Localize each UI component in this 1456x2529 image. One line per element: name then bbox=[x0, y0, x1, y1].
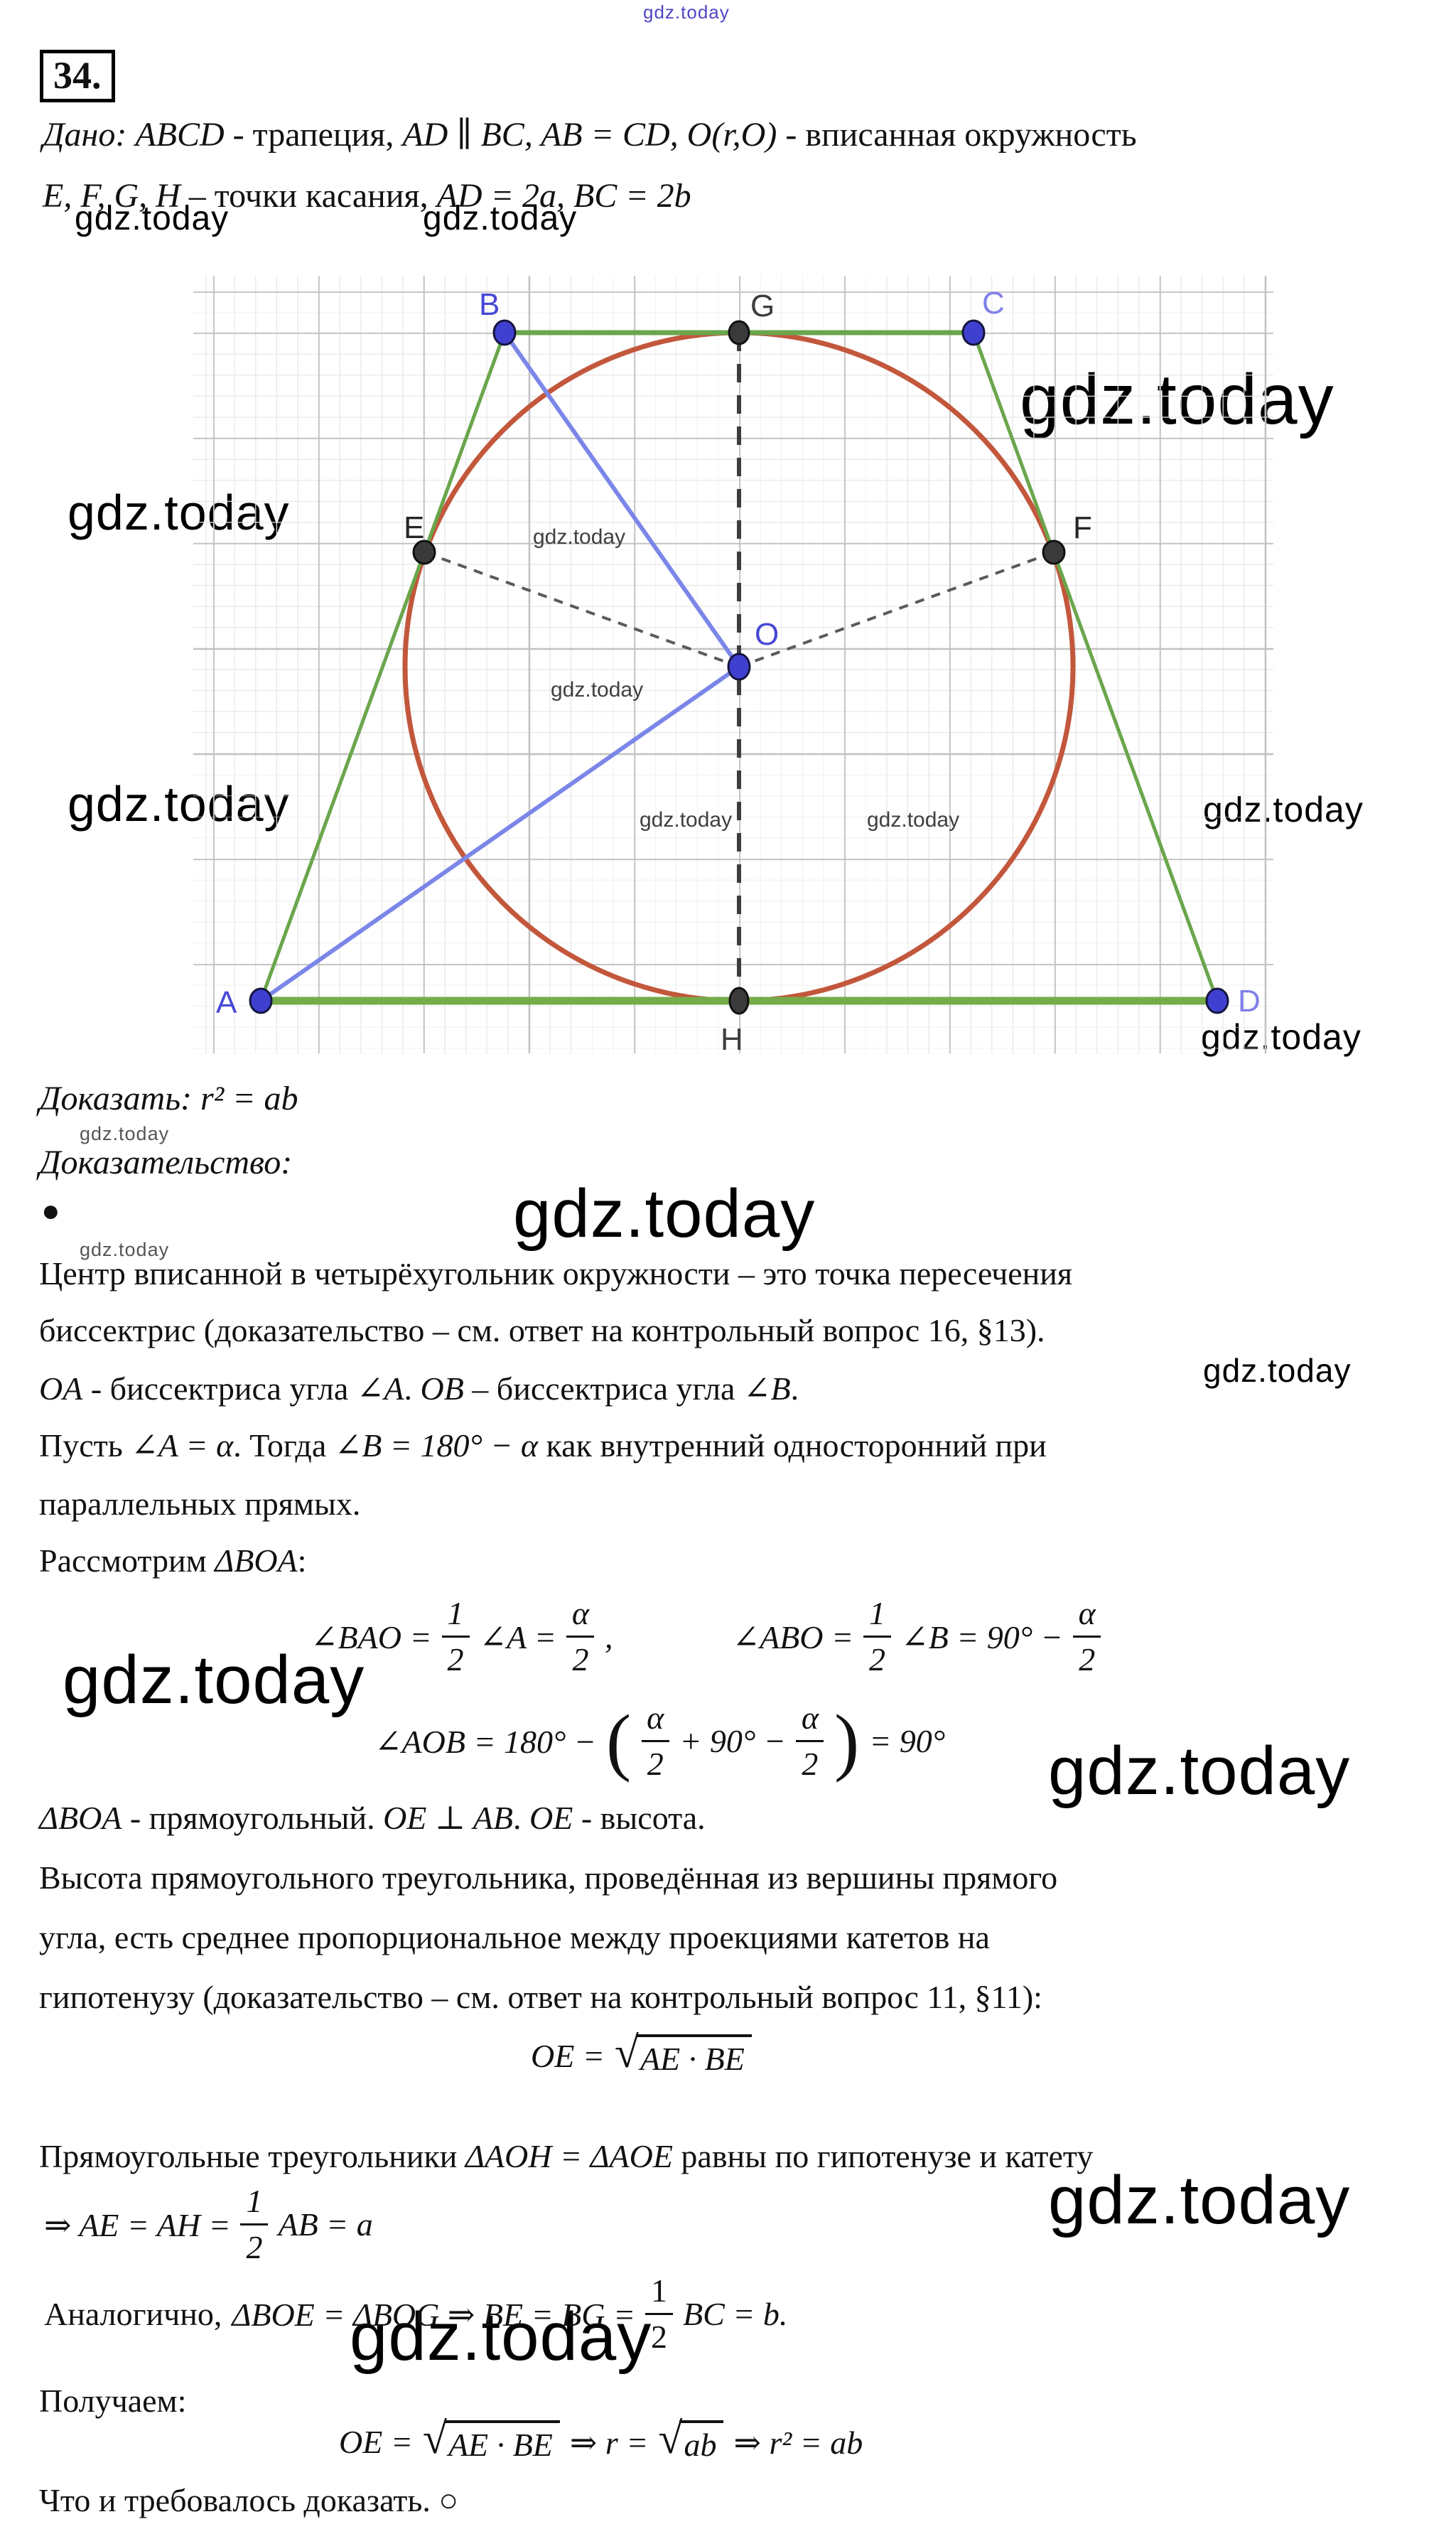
proof-paragraph: Центр вписанной в четырёхугольник окружн… bbox=[39, 1255, 1073, 1292]
point-o bbox=[727, 653, 751, 681]
label-g: G bbox=[750, 289, 775, 323]
point-c bbox=[961, 319, 986, 346]
label-a: A bbox=[216, 985, 237, 1020]
watermark: gdz.today bbox=[63, 1642, 365, 1718]
formula-final: OE = √ AE · BE ⇒ r = √ ab ⇒ r² = ab bbox=[339, 2415, 863, 2463]
point-f bbox=[1042, 539, 1066, 565]
proof-paragraph: OA - биссектриса угла ∠A. OB – биссектри… bbox=[39, 1370, 799, 1407]
watermark: gdz.today bbox=[350, 2299, 652, 2375]
watermark: gdz.today bbox=[80, 1123, 170, 1144]
formula-angle-aob: ∠AOB = 180° −(α 2 + 90° − α 2) = 90° bbox=[374, 1699, 946, 1783]
trapezoid-side-cd bbox=[971, 332, 1219, 1002]
bullet-marker: ● bbox=[41, 1193, 60, 1228]
proof-paragraph: Получаем: bbox=[39, 2383, 187, 2419]
label-o: O bbox=[755, 617, 779, 652]
watermark-top: gdz.today bbox=[643, 1, 730, 23]
label-d: D bbox=[1238, 984, 1261, 1019]
watermark: gdz.today bbox=[551, 678, 643, 702]
label-f: F bbox=[1073, 510, 1092, 545]
watermark: gdz.today bbox=[75, 200, 230, 237]
proof-paragraph: биссектрис (доказательство – см. ответ н… bbox=[39, 1312, 1045, 1348]
proof-paragraph: Прямоугольные треугольники ΔAOH = ΔAOE р… bbox=[39, 2138, 1094, 2174]
watermark: gdz.today bbox=[1203, 1352, 1352, 1389]
proof-paragraph: угла, есть среднее пропорциональное межд… bbox=[39, 1919, 990, 1955]
watermark: gdz.today bbox=[640, 808, 732, 832]
formula-oe-sqrt: OE = √ AE · BE bbox=[526, 2031, 757, 2078]
dashed-segment-of bbox=[738, 551, 1055, 668]
trapezoid-side-ab bbox=[259, 332, 507, 1002]
point-h bbox=[728, 987, 750, 1015]
formula-angles-bao-abo: ∠BAO = 1 2 ∠A = α 2, ∠ABO = 1 2 ∠B = 90° − α 2 bbox=[306, 1596, 1106, 1677]
geometry-diagram: B G C E F O A D H gdz.today gdz.today gd… bbox=[216, 286, 1261, 1057]
given-line-2: E, F, G, H – точки касания, AD = 2a, BC … bbox=[43, 177, 691, 215]
qed-line: Что и требовалось доказать. ○ bbox=[39, 2482, 459, 2518]
proof-paragraph: гипотенузу (доказательство – см. ответ н… bbox=[39, 1979, 1042, 2015]
proof-paragraph: Высота прямоугольного треугольника, пров… bbox=[39, 1859, 1058, 1896]
proof-paragraph: параллельных прямых. bbox=[39, 1486, 361, 1522]
formula-ae-ah: ⇒ AE = AH = 1 2 AB = a bbox=[44, 2183, 373, 2265]
watermark: gdz.today bbox=[1048, 1733, 1351, 1809]
proof-paragraph: Пусть ∠A = α. Тогда ∠B = 180° − α как вн… bbox=[39, 1427, 1047, 1464]
dashed-segment-oe bbox=[424, 551, 740, 668]
watermark: gdz.today bbox=[513, 1176, 816, 1252]
point-g bbox=[728, 320, 750, 345]
point-a bbox=[249, 987, 273, 1014]
formula-be-bg: Аналогично, ΔBOE = ΔBOG ⇒ BE = BG = 1 2 BC … bbox=[44, 2272, 788, 2355]
problem-number: 34. bbox=[40, 50, 115, 102]
watermark: gdz.today bbox=[80, 1239, 170, 1260]
point-e bbox=[412, 539, 436, 565]
watermark: gdz.today bbox=[867, 808, 959, 832]
watermark: gdz.today bbox=[1048, 2162, 1351, 2238]
label-h: H bbox=[721, 1022, 743, 1057]
point-d bbox=[1205, 987, 1229, 1014]
label-c: C bbox=[982, 286, 1005, 321]
proof-paragraph: ΔBOA - прямоугольный. OE ⊥ AB. OE - высо… bbox=[39, 1800, 706, 1836]
point-b bbox=[492, 319, 517, 346]
watermark: gdz.today bbox=[423, 200, 578, 237]
label-b: B bbox=[479, 287, 500, 322]
proof-heading: Доказательство: bbox=[39, 1144, 293, 1181]
proof-paragraph: Рассмотрим ΔBOA: bbox=[39, 1542, 307, 1579]
prove-line: Доказать: r² = ab bbox=[39, 1080, 298, 1117]
watermark: gdz.today bbox=[533, 525, 625, 549]
label-e: E bbox=[404, 510, 424, 545]
given-line-1: Дано: ABCD - трапеция, AD ∥ BC, AB = CD,… bbox=[43, 116, 1137, 154]
